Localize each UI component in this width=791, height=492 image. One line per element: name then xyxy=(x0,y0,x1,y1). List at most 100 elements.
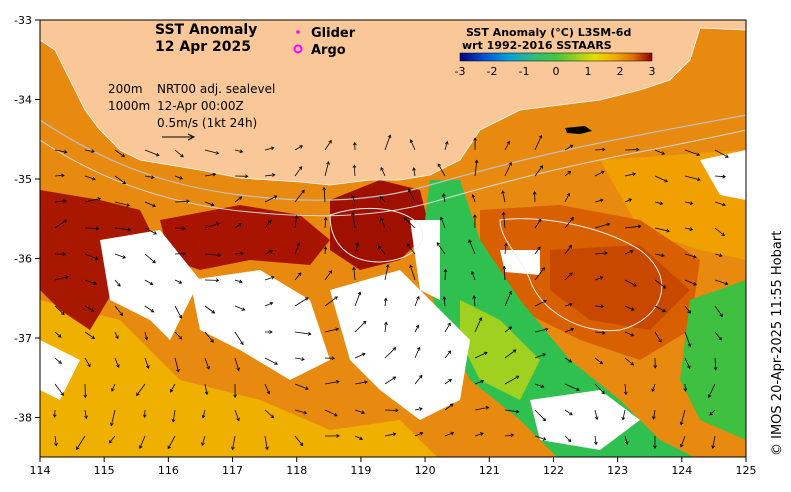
current-vector xyxy=(594,199,604,203)
current-vector xyxy=(84,149,95,152)
current-vector xyxy=(234,223,242,229)
current-vector xyxy=(474,407,489,411)
current-vector xyxy=(594,149,606,151)
current-vector-head xyxy=(480,379,485,384)
land-lake xyxy=(565,126,592,134)
current-vector-head xyxy=(357,291,362,296)
hot-anomaly-central-west xyxy=(160,205,330,270)
argo-legend-label: Argo xyxy=(311,43,346,58)
current-vector-head xyxy=(472,295,477,299)
current-vector xyxy=(294,297,309,307)
current-vector-head xyxy=(91,335,96,339)
current-vector xyxy=(504,326,512,333)
current-vector xyxy=(684,201,693,205)
current-vector-head xyxy=(594,416,599,421)
cloud-gap-4 xyxy=(410,220,440,300)
current-vector xyxy=(534,409,546,421)
current-vector-head xyxy=(480,432,484,436)
current-vector xyxy=(54,149,67,153)
current-vector-head xyxy=(443,268,448,273)
colorbar-tick-label: -2 xyxy=(487,65,498,78)
current-vector-head xyxy=(238,196,243,200)
moderate-anomaly-east xyxy=(600,150,746,260)
current-vector xyxy=(684,227,693,231)
current-vector xyxy=(354,381,368,385)
current-vector xyxy=(654,149,665,155)
current-vector-head xyxy=(602,147,606,152)
y-tick-label: -33 xyxy=(14,14,32,27)
current-vector xyxy=(474,380,484,385)
current-vector xyxy=(624,198,632,203)
current-vector-head xyxy=(204,391,209,396)
current-vector-head xyxy=(201,414,206,419)
current-vector-head xyxy=(666,228,670,233)
current-vector xyxy=(654,227,670,232)
current-vector xyxy=(174,175,183,180)
colorbar-tick-label: -3 xyxy=(455,65,466,78)
current-vector xyxy=(84,305,94,312)
current-vector-head xyxy=(623,391,628,396)
current-vector xyxy=(54,200,66,203)
current-vector xyxy=(684,253,697,258)
current-vector xyxy=(204,149,219,154)
current-vector xyxy=(204,383,208,395)
current-vector xyxy=(144,279,154,285)
current-vector xyxy=(264,276,275,281)
current-vector xyxy=(654,305,666,312)
current-vector-head xyxy=(110,422,114,427)
current-vector-head xyxy=(606,222,611,227)
current-vector xyxy=(502,190,506,203)
current-vector xyxy=(474,317,482,333)
glider-legend-label: Glider xyxy=(311,26,356,41)
current-vector xyxy=(444,432,454,437)
current-vector-head xyxy=(301,357,305,361)
depth-1000-label: 1000m xyxy=(108,99,150,113)
current-vector-head xyxy=(713,367,718,371)
current-vector xyxy=(174,305,182,319)
current-vector-head xyxy=(450,431,455,436)
current-vector xyxy=(294,145,303,151)
current-vector xyxy=(594,170,605,177)
current-vector xyxy=(472,194,476,203)
current-vector-head xyxy=(186,199,190,204)
current-vector xyxy=(111,383,116,392)
current-vector-head xyxy=(178,280,183,284)
current-vector xyxy=(564,357,572,363)
current-vector xyxy=(534,383,544,388)
current-vector-head xyxy=(696,152,701,157)
current-vector-head xyxy=(95,256,99,261)
current-vector xyxy=(294,215,298,229)
current-vector xyxy=(204,173,216,177)
current-vector-head xyxy=(718,253,723,258)
current-vector xyxy=(324,217,327,229)
current-vector-head xyxy=(392,347,397,351)
current-vector-head xyxy=(54,442,58,447)
current-vector xyxy=(564,303,573,307)
current-vector xyxy=(708,383,716,398)
current-vector xyxy=(714,201,726,206)
current-vector-head xyxy=(540,384,545,388)
current-vector xyxy=(294,331,311,335)
current-vector-head xyxy=(693,282,698,286)
current-vector xyxy=(264,174,275,177)
current-vector-head xyxy=(473,137,477,141)
current-vector xyxy=(534,328,549,333)
current-vector-head xyxy=(412,167,416,171)
current-vector xyxy=(174,279,182,284)
current-vector-head xyxy=(392,432,397,436)
current-vector-head xyxy=(416,346,421,351)
current-vector-head xyxy=(632,172,637,177)
current-vector xyxy=(384,433,396,437)
current-vector-head xyxy=(468,239,472,244)
current-vector-head xyxy=(651,388,655,393)
current-vector-head xyxy=(570,216,574,221)
current-vector xyxy=(76,435,86,450)
current-vector xyxy=(594,331,605,334)
current-vector-head xyxy=(566,192,570,197)
current-vector-head xyxy=(593,441,598,446)
current-vector xyxy=(114,305,123,316)
current-vector-head xyxy=(63,150,68,154)
current-vector-head xyxy=(385,264,390,268)
current-vector xyxy=(204,357,210,370)
current-vector-head xyxy=(697,177,701,182)
